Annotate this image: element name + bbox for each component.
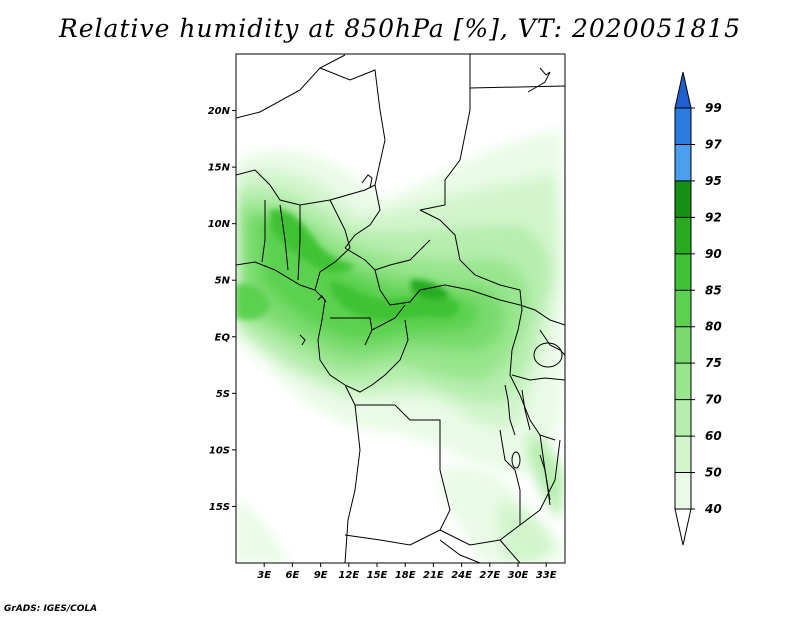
latitude-axis: 20N 15N 10N 5N EQ 5S 10S 15S [208, 106, 236, 513]
lon-tick-label: 12E [338, 570, 359, 581]
colorbar-segment [675, 290, 691, 327]
colorbar-label: 70 [705, 393, 722, 407]
lat-tick-label: 10N [208, 219, 231, 230]
colorbar-low-extension [674, 508, 692, 546]
colorbar-label: 75 [705, 356, 722, 370]
colorbar-label: 92 [705, 210, 722, 224]
humidity-field [236, 130, 565, 563]
lat-tick-label: 5N [215, 276, 231, 287]
colorbar: 40 50 60 70 75 80 85 90 92 95 97 99 [674, 71, 722, 546]
map-frame [235, 53, 566, 564]
colorbar-label: 50 [705, 466, 722, 480]
lon-tick-label: 24E [451, 570, 472, 581]
colorbar-segment [675, 399, 691, 437]
colorbar-label: 80 [705, 320, 722, 334]
lat-tick-label: 10S [209, 445, 230, 456]
lat-tick-label: 15N [208, 163, 231, 174]
colorbar-segment [675, 180, 691, 218]
colorbar-segment [675, 217, 691, 254]
colorbar-label: 85 [705, 283, 722, 297]
lon-tick-label: 27E [479, 570, 500, 581]
colorbar-segment [675, 326, 691, 364]
colorbar-segment [675, 144, 691, 181]
map-title: Relative humidity at 850hPa [%], VT: 202… [58, 14, 742, 43]
colorbar-segment [675, 108, 691, 145]
lon-tick-label: 3E [257, 570, 271, 581]
lon-tick-label: 21E [423, 570, 444, 581]
colorbar-label: 60 [705, 429, 722, 443]
colorbar-segment [675, 253, 691, 291]
colorbar-label: 97 [705, 137, 722, 151]
lon-tick-label: 6E [286, 570, 300, 581]
colorbar-segment [675, 472, 691, 509]
lat-tick-label: 20N [208, 106, 231, 117]
colorbar-label: 40 [704, 502, 722, 516]
lon-tick-label: 15E [367, 570, 388, 581]
lon-tick-label: 9E [314, 570, 328, 581]
lat-tick-label: 15S [209, 502, 230, 513]
lat-tick-label: EQ [215, 332, 231, 343]
longitude-axis: 3E 6E 9E 12E 15E 18E 21E 24E 27E 30E 33E [257, 563, 557, 581]
colorbar-label: 99 [705, 101, 722, 115]
grads-credit: GrADS: IGES/COLA [4, 604, 98, 614]
colorbar-segment [675, 436, 691, 473]
lon-tick-label: 18E [395, 570, 416, 581]
lon-tick-label: 30E [508, 570, 529, 581]
colorbar-high-extension [674, 71, 692, 109]
lat-tick-label: 5S [216, 389, 230, 400]
colorbar-segment [675, 363, 691, 400]
country-boundaries [236, 54, 565, 563]
colorbar-label: 95 [705, 174, 722, 188]
colorbar-label: 90 [705, 247, 722, 261]
lon-tick-label: 33E [536, 570, 557, 581]
